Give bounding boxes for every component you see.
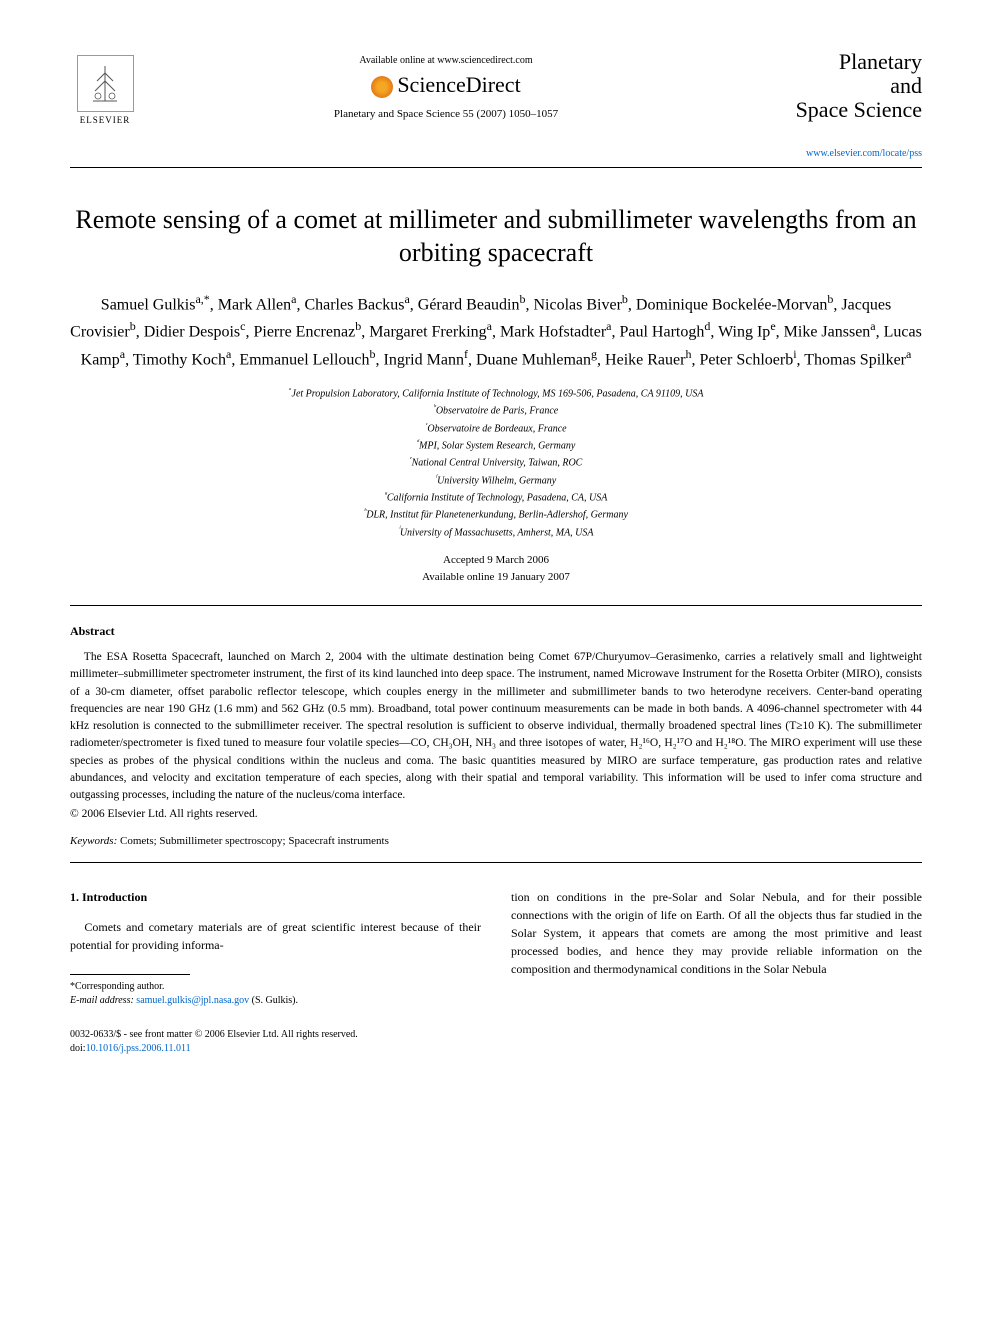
doi-label: doi: bbox=[70, 1043, 86, 1054]
journal-name-line1: Planetary bbox=[752, 50, 922, 74]
sciencedirect-icon bbox=[371, 76, 393, 98]
journal-title: Planetary and Space Science bbox=[752, 50, 922, 123]
email-label: E-mail address: bbox=[70, 995, 134, 1006]
elsevier-tree-icon bbox=[77, 55, 134, 112]
abstract-top-divider bbox=[70, 605, 922, 606]
issn-line: 0032-0633/$ - see front matter © 2006 El… bbox=[70, 1028, 481, 1042]
doi-value[interactable]: 10.1016/j.pss.2006.11.011 bbox=[86, 1043, 191, 1054]
doi-line: doi:10.1016/j.pss.2006.11.011 bbox=[70, 1042, 481, 1056]
header-row: ELSEVIER Available online at www.science… bbox=[70, 50, 922, 159]
abstract-heading: Abstract bbox=[70, 624, 922, 639]
header-divider bbox=[70, 167, 922, 168]
left-column: 1. Introduction Comets and cometary mate… bbox=[70, 888, 481, 1056]
abstract-text: The ESA Rosetta Spacecraft, launched on … bbox=[70, 649, 922, 804]
affiliations-list: ᵃJet Propulsion Laboratory, California I… bbox=[70, 384, 922, 540]
journal-url[interactable]: www.elsevier.com/locate/pss bbox=[752, 148, 922, 159]
center-header: Available online at www.sciencedirect.co… bbox=[140, 50, 752, 120]
online-date: Available online 19 January 2007 bbox=[70, 569, 922, 586]
bottom-info: 0032-0633/$ - see front matter © 2006 El… bbox=[70, 1028, 481, 1056]
body-columns: 1. Introduction Comets and cometary mate… bbox=[70, 888, 922, 1056]
email-line: E-mail address: samuel.gulkis@jpl.nasa.g… bbox=[70, 994, 481, 1008]
body-text-col2: tion on conditions in the pre-Solar and … bbox=[511, 888, 922, 978]
keywords-line: Keywords: Comets; Submillimeter spectros… bbox=[70, 835, 922, 847]
footnote-divider bbox=[70, 974, 190, 975]
journal-title-block: Planetary and Space Science www.elsevier… bbox=[752, 50, 922, 159]
right-column: tion on conditions in the pre-Solar and … bbox=[511, 888, 922, 1056]
sciencedirect-text: ScienceDirect bbox=[397, 72, 520, 97]
publisher-name: ELSEVIER bbox=[80, 115, 131, 125]
dates-block: Accepted 9 March 2006 Available online 1… bbox=[70, 552, 922, 585]
elsevier-logo: ELSEVIER bbox=[70, 50, 140, 130]
sciencedirect-brand: ScienceDirect bbox=[140, 72, 752, 98]
email-author-name: (S. Gulkis). bbox=[252, 995, 298, 1006]
citation-text: Planetary and Space Science 55 (2007) 10… bbox=[140, 108, 752, 120]
article-title: Remote sensing of a comet at millimeter … bbox=[70, 203, 922, 271]
available-online-text: Available online at www.sciencedirect.co… bbox=[140, 55, 752, 66]
section-heading: 1. Introduction bbox=[70, 888, 481, 906]
body-text-col1: Comets and cometary materials are of gre… bbox=[70, 918, 481, 954]
journal-name-line2: and bbox=[752, 74, 922, 98]
journal-name-line3: Space Science bbox=[752, 98, 922, 122]
keywords-text: Comets; Submillimeter spectroscopy; Spac… bbox=[120, 835, 389, 847]
accepted-date: Accepted 9 March 2006 bbox=[70, 552, 922, 569]
authors-list: Samuel Gulkisa,*, Mark Allena, Charles B… bbox=[70, 290, 922, 372]
keywords-bottom-divider bbox=[70, 862, 922, 863]
keywords-label: Keywords: bbox=[70, 835, 117, 847]
abstract-copyright: © 2006 Elsevier Ltd. All rights reserved… bbox=[70, 808, 922, 820]
corresponding-author-note: *Corresponding author. bbox=[70, 980, 481, 994]
footnote-block: *Corresponding author. E-mail address: s… bbox=[70, 980, 481, 1008]
email-address[interactable]: samuel.gulkis@jpl.nasa.gov bbox=[136, 995, 249, 1006]
